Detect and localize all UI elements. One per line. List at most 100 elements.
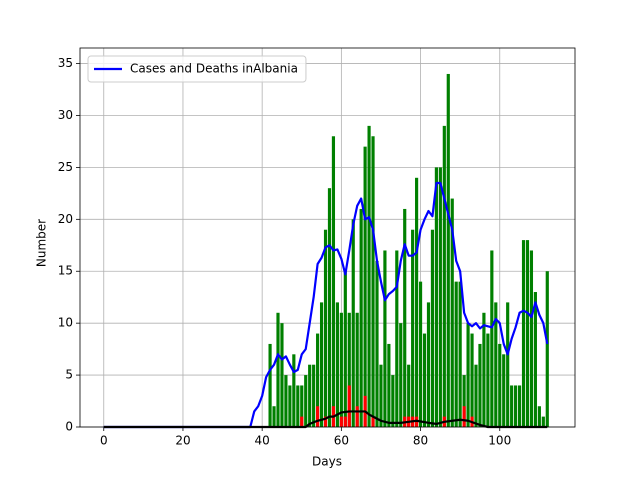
bar (462, 406, 466, 427)
bar (482, 312, 486, 427)
bar (308, 364, 312, 427)
bar (446, 73, 450, 428)
x-axis-label: Days (312, 455, 342, 469)
legend-box (87, 55, 307, 83)
bar (506, 302, 510, 427)
bar (284, 375, 288, 427)
legend: Cases and Deaths inAlbania (87, 55, 307, 83)
line (103, 410, 548, 429)
bar (312, 364, 316, 427)
bar (537, 406, 541, 427)
bar (403, 208, 407, 427)
y-tick-label: 35 (58, 56, 73, 70)
bar (331, 136, 336, 428)
bar (371, 416, 375, 427)
bar (438, 167, 442, 428)
x-tick-label: 60 (334, 434, 349, 448)
y-tick-label: 10 (58, 316, 73, 330)
bar (458, 281, 462, 427)
y-tick-label: 30 (58, 108, 73, 122)
bar (383, 250, 387, 427)
bar (359, 208, 363, 427)
x-tick-label: 100 (488, 434, 511, 448)
bar (371, 136, 375, 428)
y-tick-label: 5 (65, 368, 73, 382)
bar (343, 271, 347, 427)
bar (355, 312, 359, 427)
bar (442, 125, 446, 427)
bar (426, 302, 431, 427)
bar (430, 229, 435, 427)
y-tick-label: 15 (58, 264, 73, 278)
bar (272, 406, 276, 427)
bar (498, 343, 502, 427)
bar (347, 385, 351, 427)
bar (462, 375, 466, 427)
bar (407, 364, 411, 427)
bar (292, 354, 296, 427)
y-axis-label: Number (35, 219, 49, 267)
bar (533, 292, 537, 427)
bar (343, 416, 347, 427)
bar (300, 385, 304, 427)
bar (304, 375, 308, 427)
bar (510, 385, 514, 427)
bar (450, 198, 454, 427)
bar (323, 416, 328, 427)
bar (379, 364, 383, 427)
bar (486, 333, 490, 427)
bar (327, 188, 332, 427)
bar (268, 343, 272, 427)
bar (316, 333, 320, 427)
bar (541, 416, 545, 427)
bar (367, 125, 371, 427)
bar (466, 323, 470, 427)
bar (415, 177, 419, 427)
bar (514, 385, 518, 427)
bar (517, 385, 522, 427)
bar (399, 323, 403, 427)
bar (434, 167, 438, 428)
bar (355, 406, 359, 427)
plot-frame (79, 47, 576, 428)
bar (296, 385, 300, 427)
x-tick-label: 40 (255, 434, 270, 448)
bar (490, 250, 494, 427)
bar (375, 260, 379, 427)
bar (351, 219, 355, 427)
bar (316, 406, 320, 427)
bar (529, 250, 534, 427)
bar (347, 312, 351, 427)
bar (478, 343, 482, 427)
bar (454, 281, 458, 427)
bar (474, 364, 478, 427)
bar (323, 229, 328, 427)
bar (525, 240, 530, 427)
bar (300, 416, 304, 427)
legend-label: Cases and Deaths inAlbania (130, 62, 298, 76)
bar (545, 271, 549, 427)
y-tick-label: 20 (58, 212, 73, 226)
line (103, 181, 549, 429)
bar (494, 302, 498, 427)
y-tick-label: 0 (65, 420, 73, 434)
bar (411, 229, 415, 427)
bar (335, 302, 339, 427)
bar (422, 333, 427, 427)
y-tick-label: 25 (58, 160, 73, 174)
bar (395, 250, 399, 427)
bar (391, 375, 395, 427)
bar (319, 302, 324, 427)
bar (276, 312, 280, 427)
bar (280, 323, 284, 427)
bar (418, 281, 423, 427)
bar (470, 333, 474, 427)
x-tick-label: 20 (175, 434, 190, 448)
x-tick-label: 0 (100, 434, 108, 448)
bar (339, 416, 343, 427)
bar (502, 354, 506, 427)
bar (521, 240, 526, 427)
bar (339, 312, 343, 427)
x-tick-label: 80 (413, 434, 428, 448)
